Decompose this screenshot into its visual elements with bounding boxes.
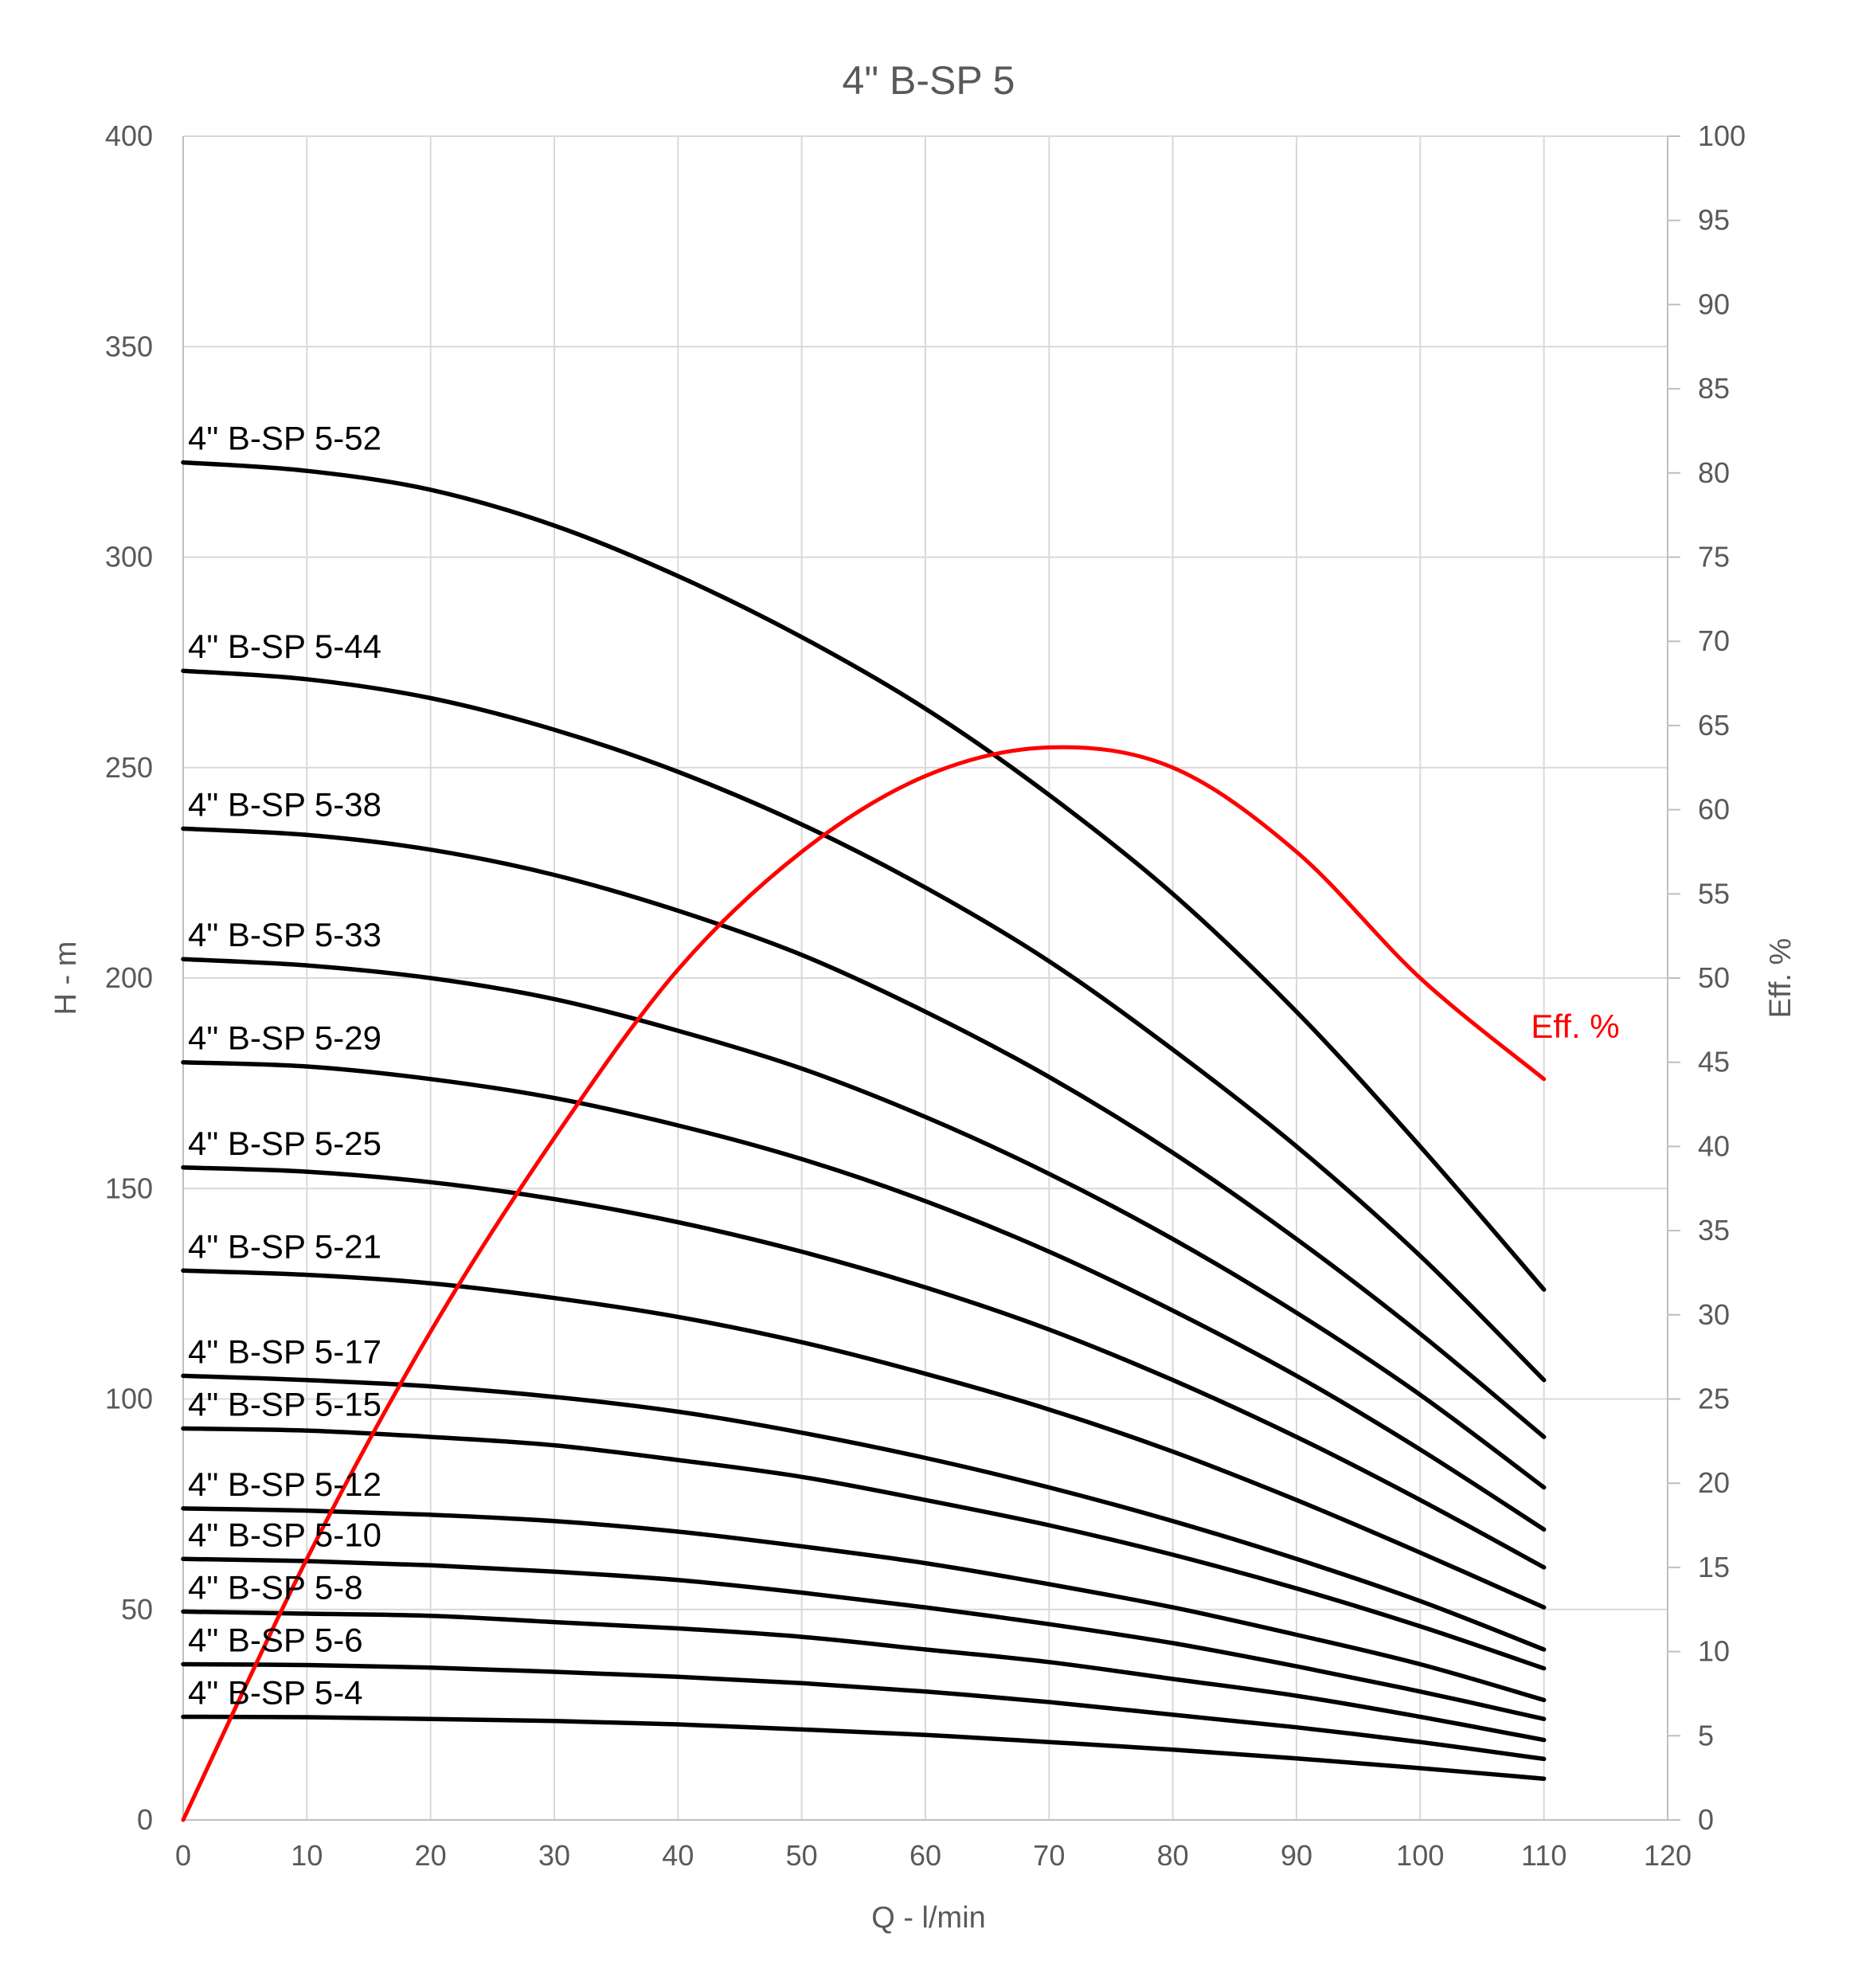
series-label-9: 4" B-SP 5-12 <box>188 1466 381 1503</box>
series-label-7: 4" B-SP 5-17 <box>188 1333 381 1370</box>
y2-tick-label: 20 <box>1698 1466 1730 1499</box>
y-tick-label: 300 <box>105 541 153 573</box>
series-line-1 <box>181 668 1547 1383</box>
series-label-3: 4" B-SP 5-33 <box>188 916 381 953</box>
y2-tick-label: 45 <box>1698 1046 1730 1078</box>
series-layer <box>181 460 1547 1822</box>
x-tick-label: 50 <box>786 1839 818 1872</box>
series-label-2: 4" B-SP 5-38 <box>188 785 381 823</box>
y2-tick-label: 70 <box>1698 624 1730 657</box>
x-tick-label: 0 <box>175 1839 191 1872</box>
series-labels-layer: 4" B-SP 5-52 4" B-SP 5-44 4" B-SP 5-38 4" B… <box>188 420 1620 1712</box>
series-label-0: 4" B-SP 5-52 <box>188 420 381 457</box>
x-tick-label: 70 <box>1033 1839 1065 1872</box>
series-line-7 <box>181 1373 1547 1652</box>
y2-tick-label: 95 <box>1698 204 1730 237</box>
y-tick-label: 250 <box>105 751 153 784</box>
series-line-11 <box>181 1609 1547 1743</box>
x-tick-label: 100 <box>1396 1839 1444 1872</box>
y2-tick-label: 35 <box>1698 1214 1730 1246</box>
series-label-10: 4" B-SP 5-10 <box>188 1516 381 1553</box>
y2-tick-label: 65 <box>1698 709 1730 742</box>
y2-tick-label: 60 <box>1698 793 1730 826</box>
y-tick-label: 350 <box>105 330 153 362</box>
secondary-y-axis-title: Eff. % <box>1764 938 1797 1019</box>
series-line-0 <box>181 460 1547 1292</box>
y2-tick-label: 75 <box>1698 541 1730 573</box>
x-tick-label: 120 <box>1644 1839 1692 1872</box>
axes-layer: 0 10 20 30 40 50 60 70 80 90 100 110 120050100150200… <box>105 119 1746 1872</box>
x-tick-label: 40 <box>662 1839 694 1872</box>
series-line-4 <box>181 1059 1547 1532</box>
series-label-8: 4" B-SP 5-15 <box>188 1385 381 1423</box>
series-line-12 <box>181 1661 1547 1762</box>
y2-tick-label: 0 <box>1698 1803 1714 1836</box>
y2-tick-label: 80 <box>1698 456 1730 489</box>
y2-tick-label: 100 <box>1698 119 1746 152</box>
y2-tick-label: 30 <box>1698 1298 1730 1331</box>
x-tick-label: 110 <box>1521 1839 1566 1872</box>
y2-tick-label: 15 <box>1698 1551 1730 1583</box>
x-axis-title: Q - l/min <box>871 1901 986 1935</box>
series-label-13: 4" B-SP 5-4 <box>188 1674 363 1712</box>
series-line-2 <box>181 826 1547 1439</box>
series-line-14 <box>181 745 1547 1822</box>
series-line-3 <box>181 957 1547 1490</box>
y-tick-label: 0 <box>137 1803 153 1836</box>
y2-tick-label: 10 <box>1698 1635 1730 1668</box>
series-label-5: 4" B-SP 5-25 <box>188 1125 381 1162</box>
x-tick-label: 30 <box>538 1839 570 1872</box>
series-line-6 <box>181 1268 1547 1610</box>
series-label-11: 4" B-SP 5-8 <box>188 1568 363 1606</box>
y2-tick-label: 90 <box>1698 288 1730 320</box>
series-label-14: Eff. % <box>1531 1008 1619 1045</box>
y2-tick-label: 55 <box>1698 877 1730 910</box>
y2-tick-label: 85 <box>1698 372 1730 405</box>
y2-tick-label: 5 <box>1698 1719 1714 1751</box>
y-tick-label: 200 <box>105 961 153 994</box>
y-axis-title: H - m <box>49 941 83 1016</box>
series-label-6: 4" B-SP 5-21 <box>188 1227 381 1265</box>
series-label-12: 4" B-SP 5-6 <box>188 1621 363 1658</box>
series-label-1: 4" B-SP 5-44 <box>188 628 381 665</box>
series-line-10 <box>181 1556 1547 1721</box>
series-line-9 <box>181 1506 1547 1703</box>
y-tick-label: 50 <box>121 1593 153 1626</box>
x-tick-label: 60 <box>909 1839 941 1872</box>
chart-title: 4" B-SP 5 <box>843 58 1015 103</box>
x-tick-label: 80 <box>1157 1839 1189 1872</box>
series-line-5 <box>181 1165 1547 1570</box>
y-tick-label: 150 <box>105 1172 153 1204</box>
y2-tick-label: 50 <box>1698 961 1730 994</box>
series-line-13 <box>181 1714 1547 1781</box>
x-tick-label: 10 <box>291 1839 323 1872</box>
y-tick-label: 400 <box>105 119 153 152</box>
y2-tick-label: 40 <box>1698 1129 1730 1162</box>
series-label-4: 4" B-SP 5-29 <box>188 1019 381 1057</box>
x-tick-label: 20 <box>415 1839 447 1872</box>
x-tick-label: 90 <box>1281 1839 1312 1872</box>
y-tick-label: 100 <box>105 1383 153 1415</box>
series-line-8 <box>181 1426 1547 1671</box>
y2-tick-label: 25 <box>1698 1383 1730 1415</box>
